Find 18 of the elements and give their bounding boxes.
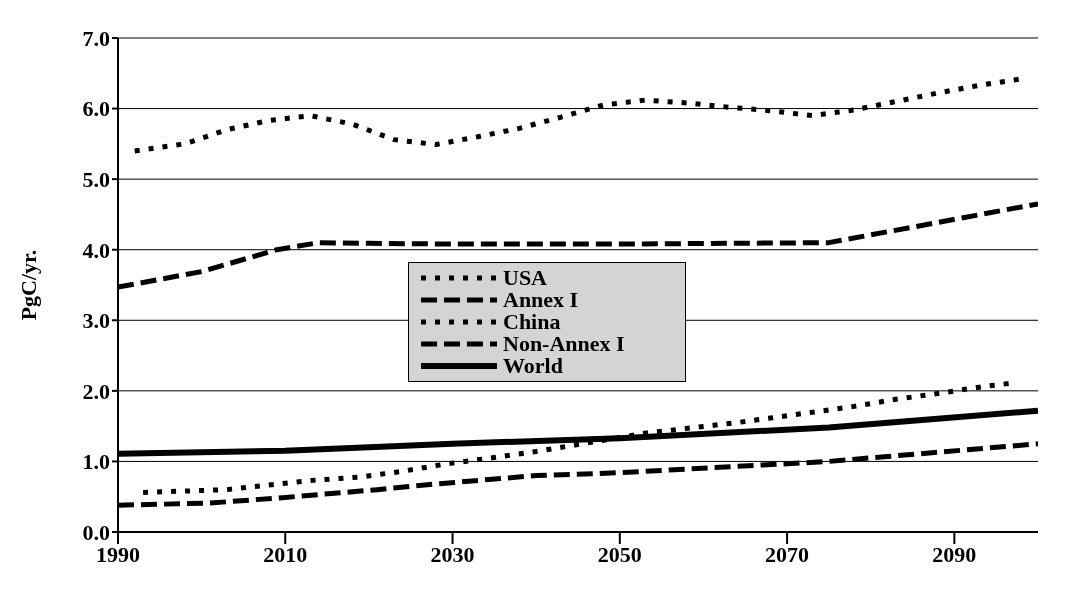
legend-label: World [503,353,563,378]
y-tick-label: 6.0 [82,96,110,122]
x-tick-label: 2090 [932,541,977,567]
y-tick-label: 3.0 [82,308,110,334]
x-tick-label: 2030 [430,541,475,567]
y-axis-title: PgC/yr. [15,249,41,321]
legend-label: Non-Annex I [503,331,625,356]
x-tick-label: 2050 [597,541,642,567]
legend-label: USA [503,265,548,290]
x-tick-label: 2070 [765,541,810,567]
y-tick-label: 5.0 [82,166,110,192]
legend-label: Annex I [503,287,579,312]
y-tick-label: 7.0 [82,25,110,51]
x-tick-label: 2010 [263,541,308,567]
y-tick-label: 2.0 [82,378,110,404]
y-tick-label: 4.0 [82,237,110,263]
y-tick-label: 1.0 [82,449,110,475]
legend-label: China [503,309,561,334]
